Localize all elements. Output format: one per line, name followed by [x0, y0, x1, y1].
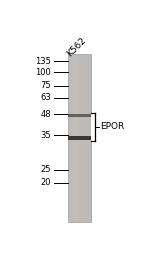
Text: EPOR: EPOR [100, 122, 124, 131]
Bar [85, 54, 86, 222]
Bar [86, 54, 87, 222]
Bar [73, 54, 74, 222]
Text: 20: 20 [41, 178, 51, 187]
Bar [71, 54, 72, 222]
Bar [69, 54, 70, 222]
Bar [68, 54, 69, 222]
Bar [80, 54, 81, 222]
Bar [78, 54, 79, 222]
Text: 48: 48 [41, 110, 51, 119]
Bar [72, 54, 73, 222]
Text: 75: 75 [41, 81, 51, 90]
Bar [68, 136, 91, 140]
Bar [68, 114, 91, 117]
Bar [74, 54, 75, 222]
Text: 63: 63 [40, 93, 51, 102]
Bar [84, 54, 85, 222]
Bar [88, 54, 89, 222]
Bar [82, 54, 83, 222]
Bar [89, 54, 90, 222]
Bar [68, 54, 91, 222]
Bar [87, 54, 88, 222]
Text: 100: 100 [36, 68, 51, 77]
Bar [83, 54, 84, 222]
Bar [77, 54, 78, 222]
Text: 25: 25 [41, 165, 51, 174]
Text: 35: 35 [41, 131, 51, 140]
Bar [79, 54, 80, 222]
Bar [70, 54, 71, 222]
Bar [76, 54, 77, 222]
Bar [90, 54, 91, 222]
Bar [75, 54, 76, 222]
Text: K562: K562 [65, 36, 87, 59]
Bar [81, 54, 82, 222]
Bar [91, 113, 96, 141]
Text: 135: 135 [35, 57, 51, 66]
